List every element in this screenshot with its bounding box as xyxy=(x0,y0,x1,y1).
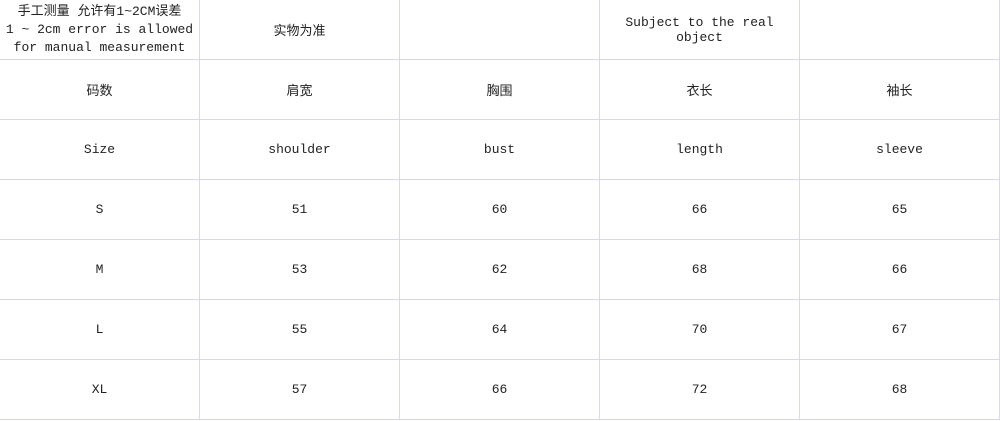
note-en-2: for manual measurement xyxy=(13,39,186,55)
cell: 66 xyxy=(399,359,600,420)
table-row: L 55 64 70 67 xyxy=(0,299,1000,360)
note-cn: 手工测量 允许有1~2CM误差 xyxy=(17,3,182,19)
header-cell: Size xyxy=(0,119,200,180)
cell: S xyxy=(0,179,200,240)
en-header-row: Size shoulder bust length sleeve xyxy=(0,119,1000,180)
cell: 68 xyxy=(799,359,1000,420)
measurement-note: 手工测量 允许有1~2CM误差 1 ~ 2cm error is allowed… xyxy=(0,0,200,60)
cell: 72 xyxy=(599,359,800,420)
cell: 65 xyxy=(799,179,1000,240)
table-row: S 51 60 66 65 xyxy=(0,179,1000,240)
en-subject: Subject to the real object xyxy=(599,0,800,60)
cell: 66 xyxy=(599,179,800,240)
table-row: M 53 62 68 66 xyxy=(0,239,1000,300)
cell: 57 xyxy=(199,359,400,420)
empty-cell xyxy=(399,0,600,60)
cell: 66 xyxy=(799,239,1000,300)
cell: M xyxy=(0,239,200,300)
header-cell: 肩宽 xyxy=(199,59,400,120)
cell: 51 xyxy=(199,179,400,240)
header-cell: 胸围 xyxy=(399,59,600,120)
cell: L xyxy=(0,299,200,360)
header-cell: sleeve xyxy=(799,119,1000,180)
header-cell: length xyxy=(599,119,800,180)
cell: XL xyxy=(0,359,200,420)
cell: 64 xyxy=(399,299,600,360)
cn-header-row: 码数 肩宽 胸围 衣长 袖长 xyxy=(0,59,1000,120)
header-cell: 码数 xyxy=(0,59,200,120)
cell: 68 xyxy=(599,239,800,300)
note-en-1: 1 ~ 2cm error is allowed xyxy=(5,21,194,37)
cell: 62 xyxy=(399,239,600,300)
header-cell: 衣长 xyxy=(599,59,800,120)
cell: 60 xyxy=(399,179,600,240)
header-cell: bust xyxy=(399,119,600,180)
header-cell: 袖长 xyxy=(799,59,1000,120)
note-row: 手工测量 允许有1~2CM误差 1 ~ 2cm error is allowed… xyxy=(0,0,1000,60)
cell: 53 xyxy=(199,239,400,300)
table-row: XL 57 66 72 68 xyxy=(0,359,1000,420)
cell: 67 xyxy=(799,299,1000,360)
empty-cell xyxy=(799,0,1000,60)
cell: 70 xyxy=(599,299,800,360)
header-cell: shoulder xyxy=(199,119,400,180)
cell: 55 xyxy=(199,299,400,360)
cn-subject: 实物为准 xyxy=(199,0,400,60)
